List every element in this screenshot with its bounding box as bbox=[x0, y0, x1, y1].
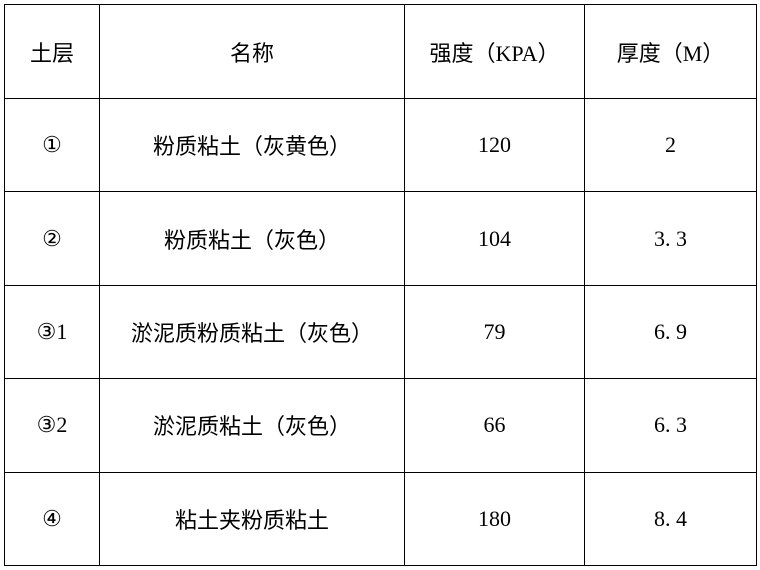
cell-strength: 104 bbox=[405, 192, 585, 285]
table-row: ② 粉质粘土（灰色） 104 3. 3 bbox=[5, 192, 757, 285]
cell-layer: ② bbox=[5, 192, 100, 285]
cell-thickness: 6. 3 bbox=[585, 379, 757, 472]
cell-thickness: 3. 3 bbox=[585, 192, 757, 285]
cell-name: 粉质粘土（灰黄色） bbox=[100, 99, 405, 192]
cell-layer: ① bbox=[5, 99, 100, 192]
cell-strength: 120 bbox=[405, 99, 585, 192]
header-layer: 土层 bbox=[5, 5, 100, 99]
table-row: ① 粉质粘土（灰黄色） 120 2 bbox=[5, 99, 757, 192]
soil-layers-table: 土层 名称 强度（KPA） 厚度（M） ① 粉质粘土（灰黄色） 120 2 ② … bbox=[4, 4, 757, 566]
cell-thickness: 6. 9 bbox=[585, 285, 757, 378]
cell-strength: 66 bbox=[405, 379, 585, 472]
cell-name: 粘土夹粉质粘土 bbox=[100, 472, 405, 565]
header-name: 名称 bbox=[100, 5, 405, 99]
header-strength: 强度（KPA） bbox=[405, 5, 585, 99]
cell-name: 淤泥质粘土（灰色） bbox=[100, 379, 405, 472]
table-row: ④ 粘土夹粉质粘土 180 8. 4 bbox=[5, 472, 757, 565]
cell-layer: ④ bbox=[5, 472, 100, 565]
cell-thickness: 2 bbox=[585, 99, 757, 192]
header-thickness: 厚度（M） bbox=[585, 5, 757, 99]
cell-strength: 180 bbox=[405, 472, 585, 565]
cell-strength: 79 bbox=[405, 285, 585, 378]
cell-name: 粉质粘土（灰色） bbox=[100, 192, 405, 285]
cell-name: 淤泥质粉质粘土（灰色） bbox=[100, 285, 405, 378]
cell-layer: ③1 bbox=[5, 285, 100, 378]
table-row: ③1 淤泥质粉质粘土（灰色） 79 6. 9 bbox=[5, 285, 757, 378]
cell-layer: ③2 bbox=[5, 379, 100, 472]
table-header-row: 土层 名称 强度（KPA） 厚度（M） bbox=[5, 5, 757, 99]
cell-thickness: 8. 4 bbox=[585, 472, 757, 565]
table-row: ③2 淤泥质粘土（灰色） 66 6. 3 bbox=[5, 379, 757, 472]
